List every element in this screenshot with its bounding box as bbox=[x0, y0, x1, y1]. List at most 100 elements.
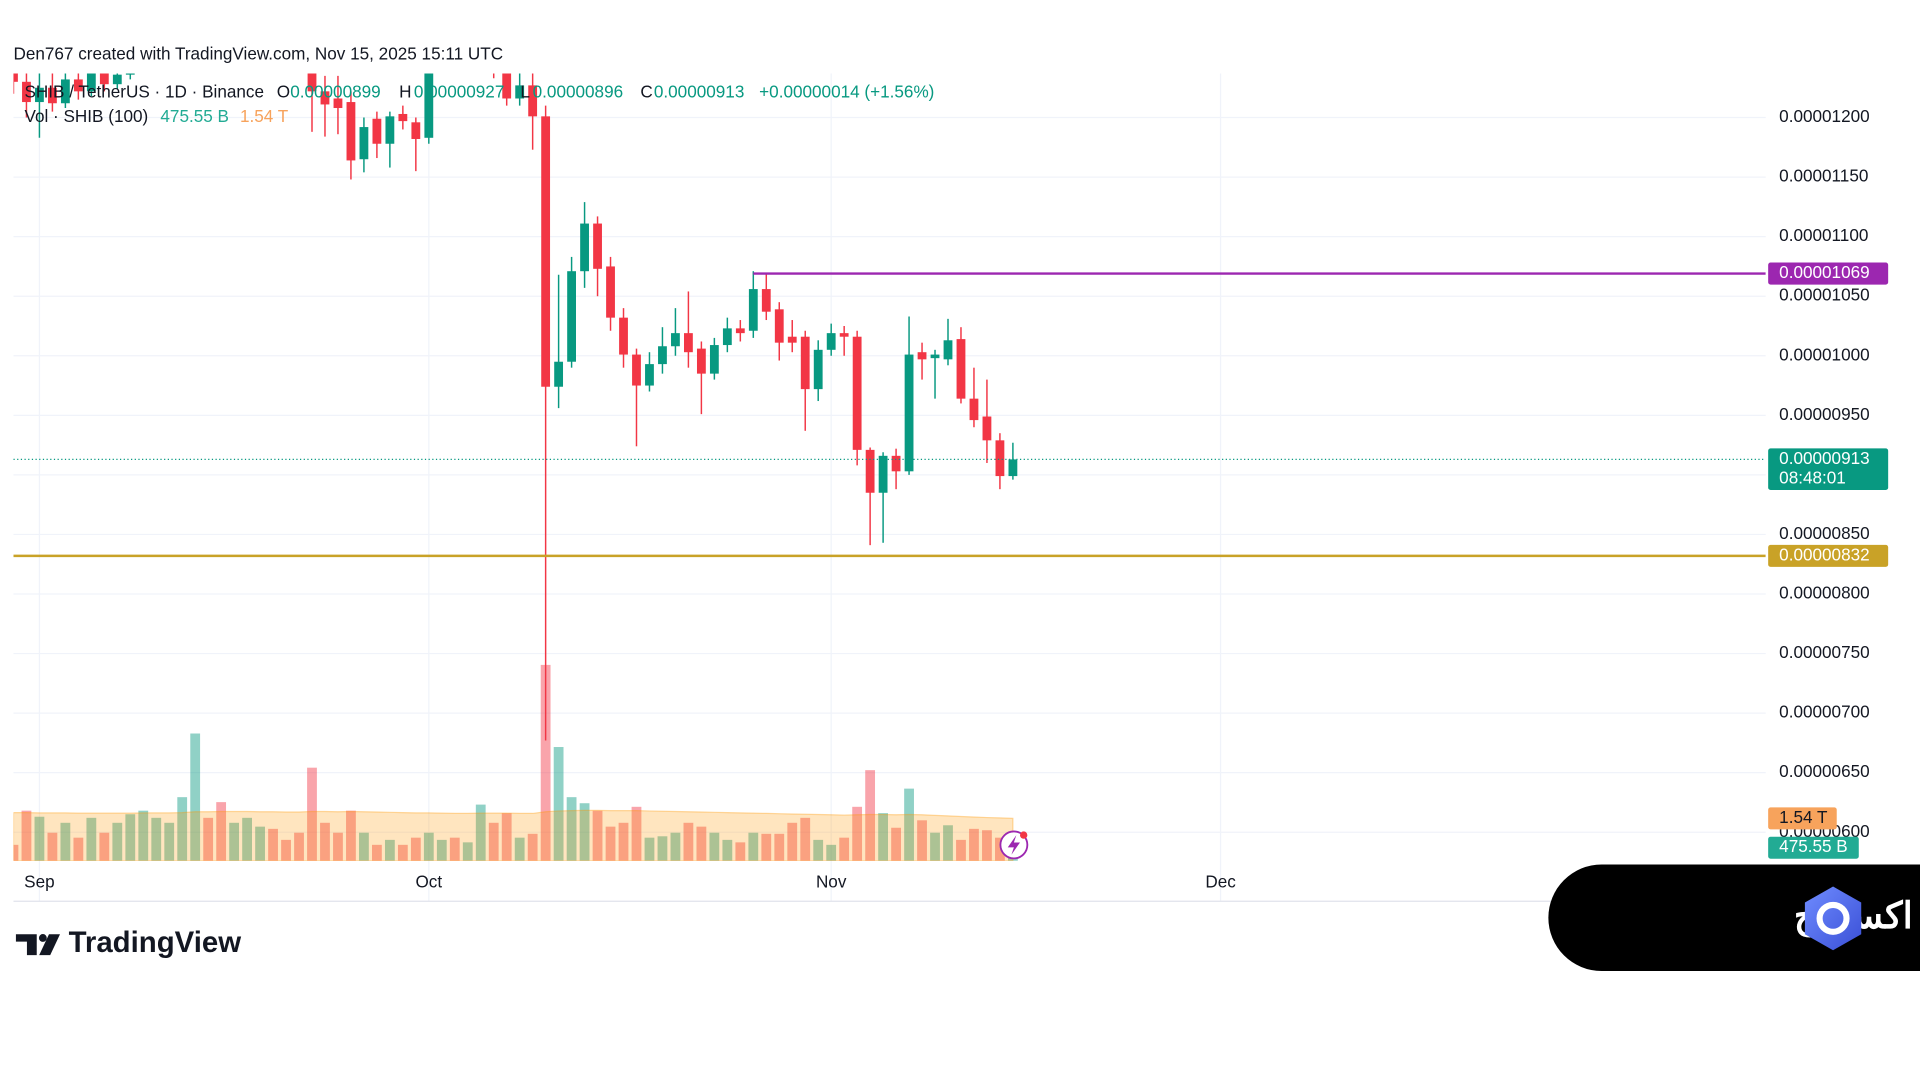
candle-body bbox=[13, 73, 18, 82]
volume-bar bbox=[164, 822, 175, 861]
price-badge bbox=[1768, 448, 1889, 491]
y-tick-label: 0.00001100 bbox=[1779, 225, 1868, 245]
volume-bar bbox=[190, 733, 201, 861]
volume-bar bbox=[566, 797, 577, 861]
x-tick-label: Nov bbox=[816, 871, 847, 891]
candle-body bbox=[554, 361, 564, 387]
volume-bar bbox=[151, 817, 162, 861]
volume-ma-area bbox=[13, 809, 1014, 861]
candle-body bbox=[372, 118, 382, 144]
volume-bar bbox=[436, 839, 447, 861]
volume-bar bbox=[359, 832, 369, 861]
volume-bar bbox=[618, 822, 629, 861]
volume-bar bbox=[735, 842, 746, 861]
volume-bar bbox=[294, 832, 304, 861]
volume-bar bbox=[787, 822, 798, 861]
candle-body bbox=[722, 328, 732, 346]
candle-body bbox=[658, 346, 667, 365]
candle-body bbox=[112, 74, 122, 85]
volume-bar bbox=[13, 844, 19, 861]
candle-body bbox=[930, 354, 940, 359]
volume-bar bbox=[462, 842, 473, 861]
change: +0.00000014 (+1.56%) bbox=[759, 82, 934, 102]
volume-bar bbox=[423, 832, 434, 861]
ohlc-key: L bbox=[520, 82, 530, 102]
volume-ma-value: 1.54 T bbox=[240, 106, 289, 126]
candle-body bbox=[761, 289, 771, 312]
volume-bar bbox=[657, 836, 668, 861]
candle-body bbox=[917, 352, 927, 360]
ohlc-value: 0.00000899 bbox=[290, 82, 380, 102]
volume-value: 475.55 B bbox=[160, 106, 229, 126]
volume-bar bbox=[813, 839, 824, 861]
volume-bar bbox=[333, 832, 343, 861]
volume-bar bbox=[722, 839, 733, 861]
attribution: Den767 created with TradingView.com, Nov… bbox=[13, 44, 503, 64]
volume-bar bbox=[60, 822, 71, 861]
volume-bar bbox=[865, 770, 876, 861]
candle-body bbox=[632, 354, 641, 386]
volume-bar bbox=[709, 832, 720, 861]
candle-body bbox=[541, 116, 551, 387]
volume-bar bbox=[761, 833, 772, 861]
volume-bar bbox=[995, 837, 1005, 861]
level-badge bbox=[1768, 262, 1889, 285]
volume-bar bbox=[203, 817, 214, 861]
candle-body bbox=[645, 364, 654, 386]
countdown: 08:48:01 bbox=[1779, 468, 1846, 488]
candle-body bbox=[346, 102, 356, 161]
volume-bar bbox=[138, 810, 149, 861]
volume-bar bbox=[384, 839, 395, 861]
volume-bar bbox=[21, 810, 32, 861]
legend: SHIB / TetherUS · 1D · Binance O 0.00000… bbox=[24, 82, 934, 126]
volume-bar bbox=[281, 839, 291, 861]
candle-body bbox=[606, 266, 615, 318]
candle-body bbox=[852, 336, 862, 450]
volume-bar bbox=[774, 833, 785, 861]
ohlc-value: 0.00000896 bbox=[533, 82, 623, 102]
candle-body bbox=[593, 223, 602, 269]
candle-body bbox=[86, 73, 96, 92]
ohlc-value: 0.00000913 bbox=[654, 82, 744, 102]
candle-body bbox=[22, 81, 31, 103]
candle-body bbox=[684, 333, 693, 353]
y-tick-label: 0.00000750 bbox=[1779, 642, 1869, 662]
volume-bar bbox=[553, 747, 564, 861]
volume-bar bbox=[631, 806, 642, 861]
volume-bar bbox=[346, 810, 356, 861]
volume-bar bbox=[47, 832, 58, 861]
volume-bar bbox=[930, 832, 940, 861]
candle-body bbox=[385, 116, 395, 144]
x-tick-label: Oct bbox=[415, 871, 442, 891]
candle-body bbox=[748, 289, 758, 331]
candle-body bbox=[580, 223, 589, 272]
ohlc-key: C bbox=[640, 82, 652, 102]
candle-body bbox=[671, 333, 680, 347]
y-tick-label: 0.00000650 bbox=[1779, 761, 1869, 781]
candle-body bbox=[943, 340, 953, 360]
volume-bar bbox=[852, 806, 863, 861]
volume-bar bbox=[372, 844, 382, 861]
candle-body bbox=[839, 333, 849, 337]
volume-bar bbox=[397, 844, 408, 861]
candle-body bbox=[619, 317, 628, 355]
volume-bar bbox=[73, 837, 84, 861]
price-label: 0.00000913 bbox=[1779, 448, 1869, 468]
volume-bar bbox=[579, 803, 590, 861]
candle-body bbox=[99, 73, 109, 85]
volume-bar bbox=[605, 826, 616, 861]
level-label: 0.00001069 bbox=[1779, 262, 1869, 282]
volume-bar bbox=[696, 826, 707, 861]
volume-ma-label: 1.54 T bbox=[1779, 807, 1828, 827]
volume-bar bbox=[592, 810, 603, 861]
volume-bar bbox=[527, 833, 538, 861]
y-tick-label: 0.00001050 bbox=[1779, 285, 1869, 305]
logo-text: TradingView bbox=[69, 926, 242, 959]
y-tick-label: 0.00000700 bbox=[1779, 702, 1869, 722]
candle-body bbox=[320, 91, 330, 105]
y-tick-label: 0.00001200 bbox=[1779, 106, 1869, 126]
candle-body bbox=[995, 440, 1005, 477]
tradingview-logo: TradingView bbox=[15, 926, 242, 959]
candle-body bbox=[502, 73, 512, 99]
